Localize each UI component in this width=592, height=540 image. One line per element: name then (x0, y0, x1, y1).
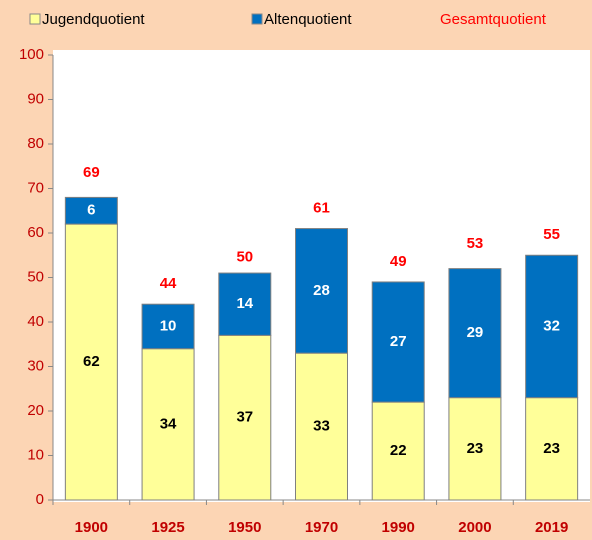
bar-segment (525, 254, 579, 399)
data-label: 62 (83, 353, 100, 370)
legend-label: Altenquotient (264, 11, 352, 28)
data-label: 23 (467, 440, 484, 457)
y-tick-label: 40 (27, 313, 44, 330)
bar-segment (295, 228, 348, 354)
data-label: 33 (313, 418, 330, 435)
data-label: 28 (313, 282, 330, 299)
data-label: 32 (543, 317, 560, 334)
bar-segment (218, 272, 272, 336)
bar-segment (295, 352, 348, 501)
data-label: 23 (543, 440, 560, 457)
x-tick-label: 1970 (305, 519, 338, 536)
bar-segment (525, 397, 579, 501)
bar-segment (64, 223, 118, 501)
x-tick-label: 1990 (382, 519, 415, 536)
total-label: 69 (83, 164, 100, 181)
x-tick-label: 1950 (228, 519, 261, 536)
data-label: 22 (390, 442, 407, 459)
y-tick-label: 90 (27, 90, 44, 107)
data-label: 34 (160, 415, 177, 432)
y-tick-label: 60 (27, 224, 44, 241)
y-tick-label: 80 (27, 135, 44, 152)
x-tick-label: 1925 (151, 519, 184, 536)
y-tick-label: 20 (27, 402, 44, 419)
y-tick-label: 30 (27, 357, 44, 374)
total-label: 53 (467, 235, 484, 252)
data-label: 27 (390, 333, 407, 350)
data-label: 14 (236, 295, 253, 312)
data-label: 29 (467, 324, 484, 341)
bar-segment (371, 281, 425, 403)
x-tick-label: 2000 (458, 519, 491, 536)
x-tick-label: 2019 (535, 519, 568, 536)
total-label: 61 (313, 200, 330, 217)
legend-label: Jugendquotient (42, 11, 145, 28)
total-label: 44 (160, 275, 177, 292)
y-tick-label: 0 (36, 491, 44, 508)
bar-segment (371, 401, 425, 501)
data-label: 6 (87, 202, 95, 219)
legend-label: Gesamtquotient (440, 11, 547, 28)
legend-marker (251, 13, 263, 25)
data-label: 10 (160, 317, 177, 334)
total-label: 49 (390, 253, 407, 270)
y-tick-label: 10 (27, 446, 44, 463)
total-label: 55 (543, 226, 560, 243)
bar-segment (448, 268, 502, 399)
y-tick-label: 100 (19, 46, 44, 63)
x-tick-label: 1900 (75, 519, 108, 536)
legend-marker (29, 13, 41, 25)
y-tick-label: 50 (27, 268, 44, 285)
total-label: 50 (236, 248, 253, 265)
data-label: 37 (236, 409, 253, 426)
y-tick-label: 70 (27, 179, 44, 196)
bar-segment (64, 196, 118, 225)
bar-segment (218, 334, 272, 501)
bar-segment (448, 397, 502, 501)
bar-segment (141, 303, 195, 350)
